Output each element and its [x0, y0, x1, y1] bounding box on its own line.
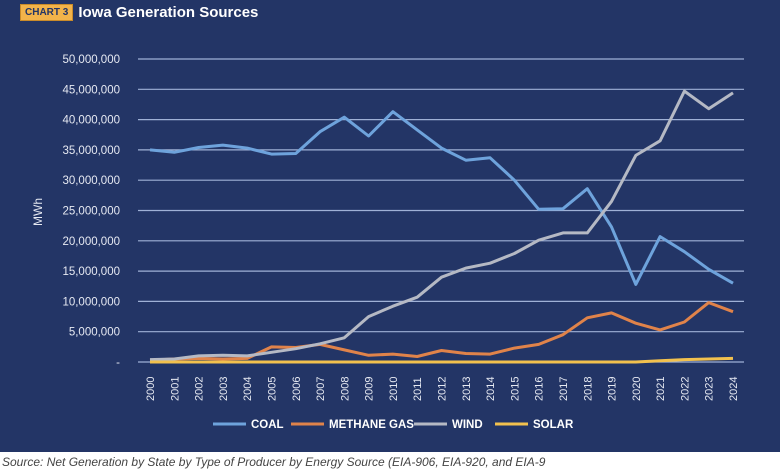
- chart-header: CHART 3 Iowa Generation Sources: [20, 4, 258, 21]
- x-tick-label: 2019: [607, 377, 619, 401]
- x-tick-label: 2006: [291, 377, 303, 401]
- legend-item: METHANE GAS: [291, 419, 414, 431]
- legend-label: WIND: [452, 419, 483, 431]
- x-tick-label: 2007: [315, 377, 327, 401]
- y-tick-label: 35,000,000: [62, 145, 120, 157]
- x-tick-label: 2014: [485, 377, 497, 401]
- legend: COAL METHANE GAS WIND SOLAR: [213, 419, 574, 431]
- x-axis-ticks: 2000 2001 2002 2003 2004 2005 2006 2007 2008 2009…: [145, 377, 740, 401]
- y-axis-label: MWh: [31, 198, 45, 226]
- x-tick-label: 2004: [242, 377, 254, 401]
- y-tick-label: 45,000,000: [62, 84, 120, 96]
- chart-panel: [0, 0, 780, 452]
- y-tick-label: 20,000,000: [62, 236, 120, 248]
- x-tick-label: 2018: [582, 377, 594, 401]
- x-tick-label: 2002: [194, 377, 206, 401]
- series-lines: [149, 89, 734, 364]
- y-tick-label: 10,000,000: [62, 296, 120, 308]
- x-tick-label: 2010: [388, 377, 400, 401]
- legend-label: SOLAR: [533, 419, 574, 431]
- x-tick-label: 2011: [412, 377, 424, 401]
- x-tick-label: 2015: [509, 377, 521, 401]
- x-tick-label: 2023: [704, 377, 716, 401]
- legend-item: WIND: [414, 419, 483, 431]
- series-line-coal: [149, 110, 734, 286]
- y-tick-label: -: [116, 357, 120, 369]
- y-tick-label: 25,000,000: [62, 206, 120, 218]
- series-line-wind: [149, 89, 734, 362]
- legend-item: SOLAR: [495, 419, 574, 431]
- x-tick-label: 2017: [558, 377, 570, 401]
- y-axis-ticks: - 5,000,000 10,000,000 15,000,000 20,000,000…: [62, 54, 120, 369]
- legend-label: METHANE GAS: [329, 419, 414, 431]
- legend-label: COAL: [251, 419, 284, 431]
- chart-title: Iowa Generation Sources: [78, 4, 259, 21]
- y-tick-label: 15,000,000: [62, 266, 120, 278]
- legend-item: COAL: [213, 419, 284, 431]
- x-tick-label: 2009: [364, 377, 376, 401]
- x-tick-label: 2012: [437, 377, 449, 401]
- x-tick-label: 2008: [339, 377, 351, 401]
- series-line-methane-gas: [149, 301, 734, 362]
- source-note: Source: Net Generation by State by Type …: [2, 455, 546, 469]
- x-tick-label: 2022: [679, 377, 691, 401]
- x-tick-label: 2020: [631, 377, 643, 401]
- gridlines: [138, 58, 744, 363]
- x-tick-label: 2021: [655, 377, 667, 401]
- y-tick-label: 5,000,000: [69, 327, 120, 339]
- y-tick-label: 30,000,000: [62, 175, 120, 187]
- x-tick-label: 2000: [145, 377, 157, 401]
- y-tick-label: 50,000,000: [62, 54, 120, 66]
- line-chart: - 5,000,000 10,000,000 15,000,000 20,000,000…: [31, 54, 744, 431]
- x-tick-label: 2005: [266, 377, 278, 401]
- x-tick-label: 2001: [169, 377, 181, 401]
- y-tick-label: 40,000,000: [62, 115, 120, 127]
- x-tick-label: 2024: [728, 377, 740, 401]
- chart-number-badge: CHART 3: [20, 4, 74, 21]
- x-tick-label: 2013: [461, 377, 473, 401]
- x-tick-label: 2003: [218, 377, 230, 401]
- x-tick-label: 2016: [534, 377, 546, 401]
